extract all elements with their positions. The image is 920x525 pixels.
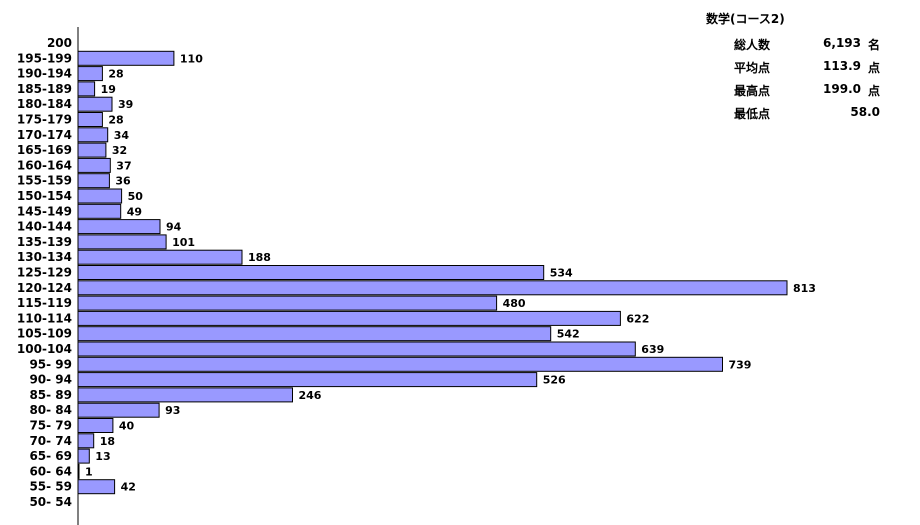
category-tick-label: 105-109 xyxy=(17,327,72,341)
bar-value-label: 40 xyxy=(119,420,135,433)
histogram-bar xyxy=(77,234,167,250)
bar-value-label: 622 xyxy=(626,312,649,325)
category-tick-label: 85- 89 xyxy=(29,388,72,402)
bar-value-label: 101 xyxy=(172,236,195,249)
histogram-bar xyxy=(77,265,545,280)
category-tick-label: 190-194 xyxy=(17,67,72,81)
histogram-bar xyxy=(77,173,110,189)
histogram-bar xyxy=(77,433,95,449)
histogram-bar xyxy=(77,96,113,112)
bar-value-label: 480 xyxy=(503,297,526,310)
histogram-bar xyxy=(77,142,107,158)
category-tick-label: 170-174 xyxy=(17,128,72,142)
category-tick-label: 65- 69 xyxy=(29,449,72,463)
category-tick-label: 55- 59 xyxy=(29,480,72,494)
category-tick-label: 165-169 xyxy=(17,143,72,157)
bar-value-label: 19 xyxy=(101,83,116,96)
histogram-bar xyxy=(77,463,80,479)
bar-value-label: 1 xyxy=(85,465,93,478)
category-tick-label: 125-129 xyxy=(17,266,72,280)
bar-value-label: 542 xyxy=(557,328,580,341)
bar-value-label: 42 xyxy=(121,481,136,494)
histogram-bar xyxy=(77,326,552,342)
bar-value-label: 37 xyxy=(116,159,131,172)
histogram-bar xyxy=(77,203,122,219)
bar-value-label: 739 xyxy=(729,358,752,371)
category-tick-label: 90- 94 xyxy=(29,373,72,387)
bar-value-label: 188 xyxy=(248,251,271,264)
category-tick-label: 50- 54 xyxy=(29,495,72,509)
bar-value-label: 18 xyxy=(100,435,115,448)
bar-value-label: 34 xyxy=(114,129,130,142)
bar-value-label: 813 xyxy=(793,282,816,295)
category-tick-label: 70- 74 xyxy=(29,434,72,448)
category-tick-label: 155-159 xyxy=(17,174,72,188)
histogram-bar xyxy=(77,387,293,403)
category-tick-label: 60- 64 xyxy=(29,464,72,478)
bar-value-label: 110 xyxy=(180,52,203,65)
bar-value-label: 246 xyxy=(299,389,322,402)
category-tick-label: 75- 79 xyxy=(29,419,72,433)
histogram-bar xyxy=(77,448,90,464)
category-tick-label: 150-154 xyxy=(17,189,72,203)
bar-value-label: 13 xyxy=(95,450,110,463)
bar-value-label: 32 xyxy=(112,144,127,157)
histogram-bar xyxy=(77,188,123,204)
category-tick-label: 100-104 xyxy=(17,342,72,356)
bar-value-label: 36 xyxy=(115,175,131,188)
category-tick-label: 145-149 xyxy=(17,204,72,218)
category-tick-label: 135-139 xyxy=(17,235,72,249)
histogram-bar xyxy=(77,50,175,66)
bar-value-label: 534 xyxy=(550,267,573,280)
category-tick-label: 180-184 xyxy=(17,97,72,111)
category-tick-label: 120-124 xyxy=(17,281,72,295)
category-tick-label: 200 xyxy=(47,36,72,50)
histogram-bar xyxy=(77,127,109,143)
histogram-bar xyxy=(77,356,723,372)
category-tick-label: 185-189 xyxy=(17,82,72,96)
bar-value-label: 526 xyxy=(543,374,566,387)
category-tick-label: 80- 84 xyxy=(29,403,72,417)
histogram-bar xyxy=(77,157,111,173)
histogram-bar xyxy=(77,249,243,265)
bar-value-label: 28 xyxy=(108,68,123,81)
bar-value-label: 28 xyxy=(108,114,123,127)
histogram-bar xyxy=(77,66,103,82)
histogram-bar xyxy=(77,295,498,311)
histogram-bar xyxy=(77,280,788,296)
category-tick-label: 140-144 xyxy=(17,220,72,234)
histogram-bar xyxy=(77,310,621,326)
bar-value-label: 94 xyxy=(166,221,182,234)
histogram-bar xyxy=(77,341,636,357)
histogram-bar xyxy=(77,372,538,388)
histogram-bar xyxy=(77,418,114,433)
category-tick-label: 110-114 xyxy=(17,311,72,325)
category-tick-label: 175-179 xyxy=(17,113,72,127)
category-tick-label: 160-164 xyxy=(17,158,72,172)
histogram-bar xyxy=(77,81,96,97)
bar-value-label: 639 xyxy=(641,343,664,356)
category-tick-label: 130-134 xyxy=(17,250,72,264)
histogram-bar xyxy=(77,112,103,127)
bar-value-label: 39 xyxy=(118,98,133,111)
category-tick-label: 95- 99 xyxy=(29,357,72,371)
category-tick-label: 195-199 xyxy=(17,51,72,65)
bar-value-label: 49 xyxy=(127,205,142,218)
bar-value-label: 93 xyxy=(165,404,180,417)
histogram-bar xyxy=(77,479,116,495)
histogram-bar xyxy=(77,219,161,235)
histogram-bar xyxy=(77,402,160,418)
category-tick-label: 115-119 xyxy=(17,296,72,310)
bar-value-label: 50 xyxy=(128,190,144,203)
